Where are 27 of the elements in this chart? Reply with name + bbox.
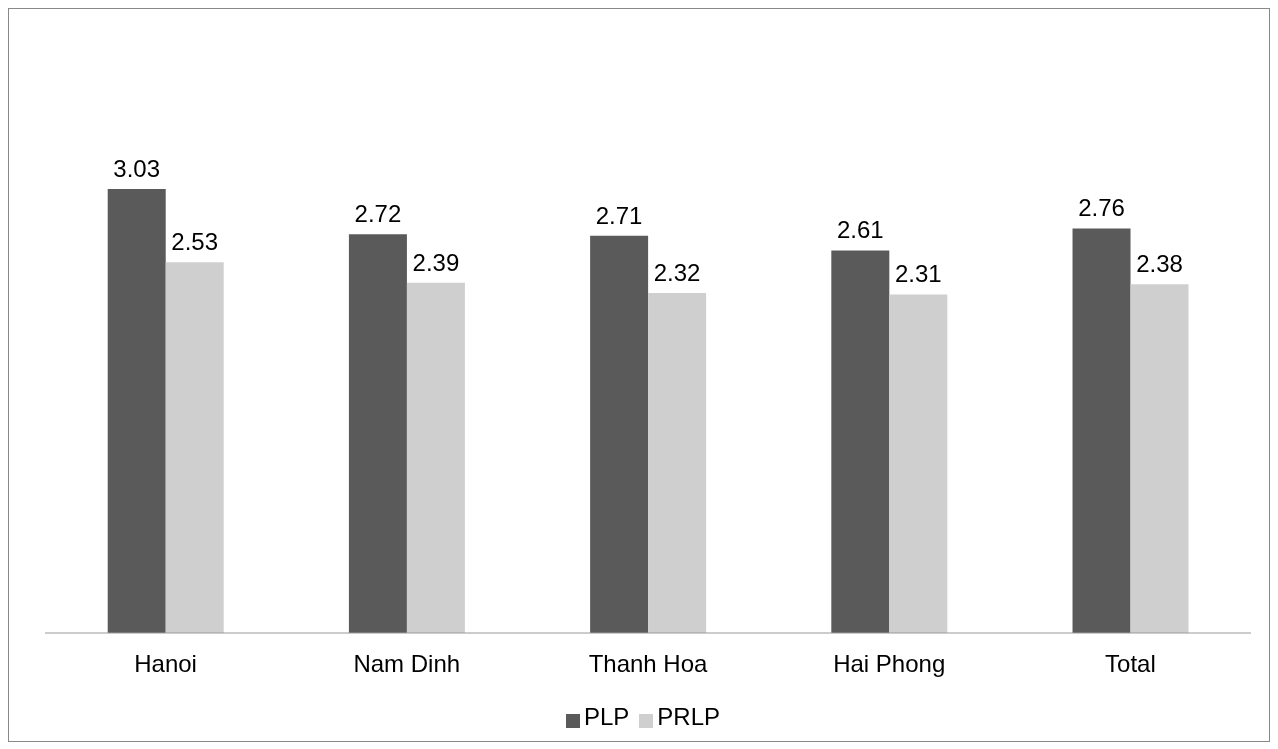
data-label: 2.53 (171, 228, 219, 256)
data-label: 2.31 (894, 260, 942, 288)
data-label: 2.72 (354, 200, 402, 228)
bar (1072, 228, 1131, 633)
x-tick-label: Total (1105, 650, 1156, 678)
bar (648, 292, 707, 633)
data-label: 2.71 (595, 201, 643, 229)
bar (831, 250, 890, 633)
bar (889, 294, 948, 633)
bar (406, 282, 465, 633)
data-label: 2.76 (1078, 194, 1125, 222)
legend-label: PLP (583, 703, 630, 730)
bar (590, 235, 649, 633)
legend-label: PRLP (657, 703, 721, 730)
data-label: 3.03 (113, 154, 161, 182)
bar (348, 234, 407, 633)
bar (1130, 284, 1189, 633)
data-label: 2.32 (653, 258, 701, 286)
x-tick-label: Nam Dinh (353, 650, 461, 678)
x-tick-label: Hanoi (134, 650, 197, 678)
data-label: 2.39 (412, 248, 460, 276)
data-label: 2.38 (1136, 250, 1183, 278)
bar (107, 188, 166, 633)
data-label: 2.61 (836, 216, 884, 244)
x-tick-label: Hai Phong (833, 650, 946, 678)
bar (165, 262, 224, 633)
x-tick-label: Thanh Hoa (588, 650, 709, 678)
